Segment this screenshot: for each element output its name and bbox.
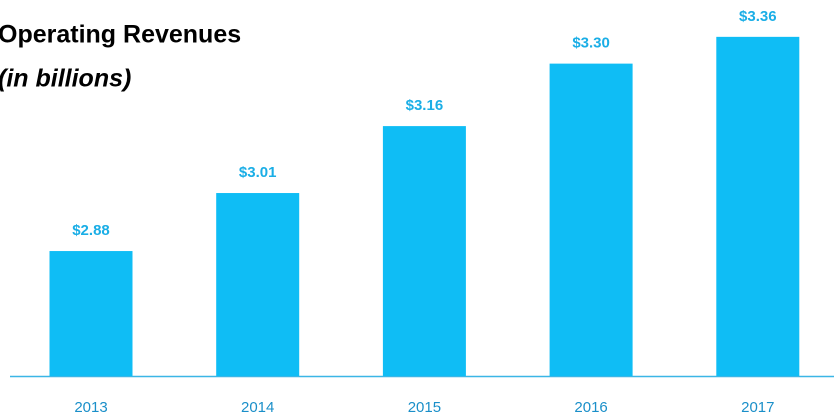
bar — [49, 251, 133, 376]
x-tick-label: 2016 — [574, 399, 607, 416]
chart-title: Operating Revenues — [0, 21, 241, 49]
bar — [716, 36, 800, 376]
value-label: $3.01 — [239, 164, 277, 181]
x-tick-label: 2013 — [74, 399, 107, 416]
x-tick-label: 2014 — [241, 399, 274, 416]
value-label: $2.88 — [72, 222, 110, 239]
value-label: $3.16 — [406, 97, 444, 114]
bar — [549, 63, 633, 376]
chart-subtitle: (in billions) — [0, 65, 131, 93]
bar — [216, 193, 300, 376]
bar — [382, 126, 466, 376]
x-tick-label: 2015 — [408, 399, 441, 416]
x-tick-label: 2017 — [741, 399, 774, 416]
value-label: $3.36 — [739, 8, 777, 25]
value-label: $3.30 — [572, 35, 610, 52]
